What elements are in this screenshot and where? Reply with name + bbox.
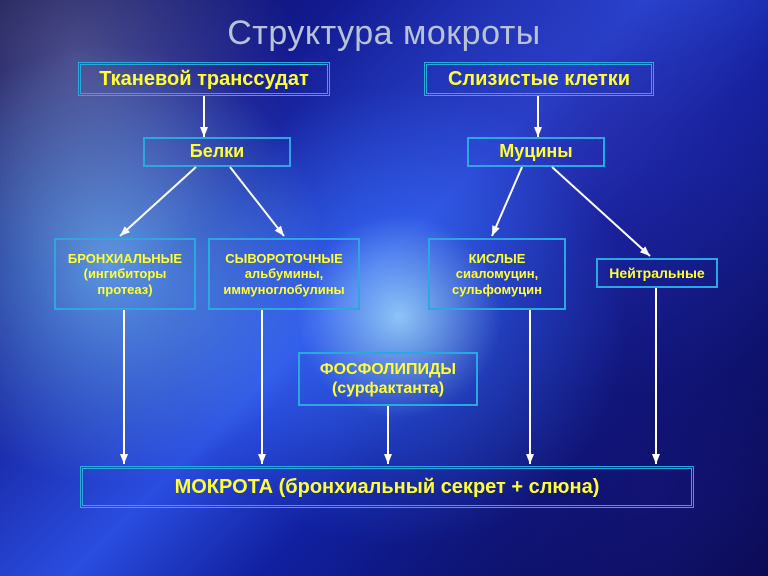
node-muciny: Муцины: [467, 137, 605, 167]
node-label: Муцины: [499, 141, 572, 163]
node-neutr: Нейтральные: [596, 258, 718, 288]
node-label: КИСЛЫЕ сиаломуцин, сульфомуцин: [434, 251, 560, 298]
node-mokrota: МОКРОТА (бронхиальный секрет + слюна): [80, 466, 694, 508]
node-syvor: СЫВОРОТОЧНЫЕ альбумины, иммуноглобулины: [208, 238, 360, 310]
node-label: Нейтральные: [609, 265, 704, 282]
node-fosfo: ФОСФОЛИПИДЫ (сурфактанта): [298, 352, 478, 406]
node-label: Слизистые клетки: [448, 67, 630, 91]
node-belki: Белки: [143, 137, 291, 167]
node-label: МОКРОТА (бронхиальный секрет + слюна): [175, 475, 600, 499]
node-label: Тканевой транссудат: [99, 67, 309, 91]
node-label: Белки: [190, 141, 244, 163]
node-transsudat: Тканевой транссудат: [78, 62, 330, 96]
node-label: БРОНХИАЛЬНЫЕ (ингибиторы протеаз): [60, 251, 190, 298]
node-label: СЫВОРОТОЧНЫЕ альбумины, иммуноглобулины: [214, 251, 354, 298]
node-kisl: КИСЛЫЕ сиаломуцин, сульфомуцин: [428, 238, 566, 310]
page-title: Структура мокроты: [0, 14, 768, 53]
node-sliz: Слизистые клетки: [424, 62, 654, 96]
node-label: ФОСФОЛИПИДЫ (сурфактанта): [320, 360, 456, 398]
node-bronh: БРОНХИАЛЬНЫЕ (ингибиторы протеаз): [54, 238, 196, 310]
diagram-stage: Структура мокроты Тканевой транссудат Сл…: [0, 0, 768, 576]
